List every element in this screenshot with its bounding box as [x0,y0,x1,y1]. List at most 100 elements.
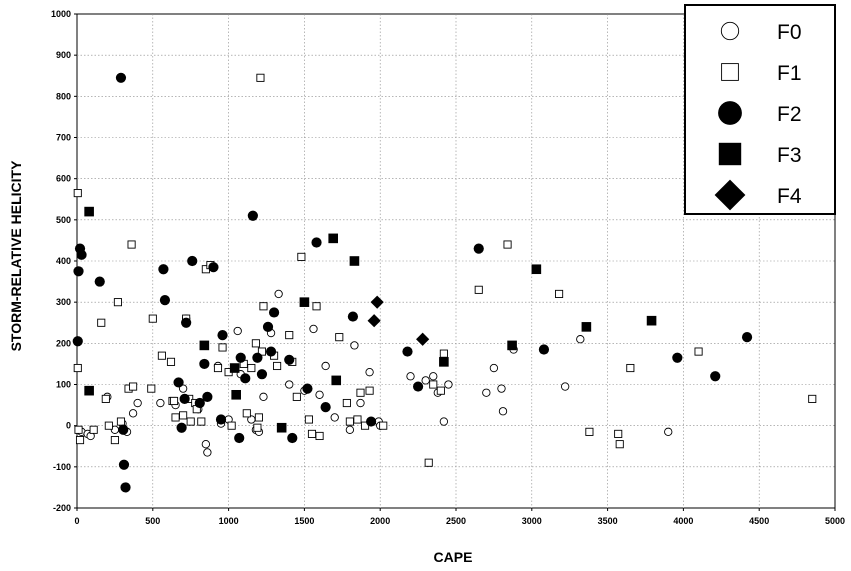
data-point-f1 [101,394,110,403]
data-point-f0 [315,390,324,399]
data-point-f0 [406,372,415,381]
y-tick-label: 600 [56,174,71,184]
data-point-f1 [242,409,251,418]
data-point-f2 [194,397,205,409]
data-point-f2 [115,72,127,83]
data-point-f2 [710,371,721,382]
data-point-f2 [262,321,274,332]
data-point-f0 [259,392,268,402]
data-point-f0 [444,380,453,389]
legend-label: F3 [777,144,802,167]
x-tick-label: 2500 [446,516,466,526]
data-point-f2 [72,336,83,347]
data-point-f2 [215,414,227,425]
legend-filled-circle-icon [718,101,742,125]
data-point-f1 [213,363,223,373]
y-tick-label: 700 [56,133,71,143]
y-tick-label: 500 [56,215,71,225]
legend-open-circle-icon [720,21,740,41]
legend-open-square-icon [721,63,739,81]
y-tick-label: 900 [56,50,71,60]
data-point-f0 [285,380,294,389]
data-point-f2 [120,482,131,493]
data-point-f0 [309,324,318,334]
data-point-f2 [187,255,198,267]
data-point-f3 [531,264,542,275]
x-tick-label: 1000 [219,516,239,526]
data-point-f1 [315,431,324,441]
data-point-f0 [274,289,283,299]
data-point-f1 [166,357,176,366]
data-point-f2 [252,352,263,363]
data-point-f3 [231,389,241,400]
data-point-f3 [349,256,360,266]
data-point-f2 [741,332,753,343]
y-tick-label: 400 [56,256,71,266]
data-point-f2 [287,432,298,444]
data-point-f2 [265,346,277,357]
x-tick-label: 2000 [370,516,390,526]
data-point-f0 [128,409,138,418]
data-point-f2 [302,383,313,394]
data-point-f0 [498,407,508,416]
data-point-f1 [256,73,265,82]
data-point-f2 [284,354,295,365]
data-point-f2 [179,393,190,405]
data-point-f1 [307,429,317,438]
data-point-f2 [234,432,245,444]
data-point-f1 [89,425,98,434]
data-point-f1 [147,384,156,393]
data-point-f2 [217,330,228,341]
data-point-f1 [257,347,267,356]
y-tick-label: 0 [66,421,71,431]
data-point-f1 [356,388,365,397]
data-point-f1 [304,415,313,424]
data-point-f1 [129,382,138,391]
data-point-f3 [299,297,310,307]
data-point-f0 [429,372,438,381]
data-point-f1 [424,458,433,467]
data-point-f1 [110,436,119,445]
data-point-f3 [646,315,657,326]
data-point-f1 [127,240,136,249]
x-tick-label: 4500 [749,516,769,526]
data-point-f0 [201,440,211,449]
y-tick-label: 1000 [51,9,71,19]
series-f1 [73,73,817,467]
legend-label: F0 [777,21,802,44]
data-point-f3 [84,385,94,396]
data-point-f1 [365,386,374,395]
data-point-f1 [297,252,306,261]
data-point-f0 [560,382,570,391]
data-point-f1 [615,440,624,449]
data-point-f2 [268,307,280,318]
data-point-f4 [416,332,430,346]
data-point-f0 [133,398,142,408]
legend-filled-square-icon [718,142,742,166]
data-point-f1 [503,240,512,249]
data-point-f1 [345,417,354,426]
data-point-f1 [694,347,703,356]
data-point-f2 [247,210,258,221]
y-tick-label: 200 [56,338,71,348]
data-point-f1 [171,413,180,422]
data-point-f2 [413,381,424,392]
y-tick-label: 300 [56,297,71,307]
data-point-f1 [197,417,206,426]
data-point-f1 [179,411,188,420]
legend-label: F4 [777,185,802,208]
data-point-f1 [259,302,268,311]
data-point-f2 [320,402,331,413]
data-point-f1 [104,421,113,430]
data-point-f3 [507,340,517,351]
data-point-f0 [421,376,430,385]
data-point-f2 [76,249,87,260]
data-point-f0 [156,398,165,408]
data-point-f2 [473,243,484,254]
data-point-f3 [276,422,287,433]
data-point-f1 [186,417,195,426]
data-point-f1 [97,318,106,327]
x-tick-label: 3000 [522,516,542,526]
data-point-f2 [118,424,129,435]
data-point-f1 [429,380,438,389]
